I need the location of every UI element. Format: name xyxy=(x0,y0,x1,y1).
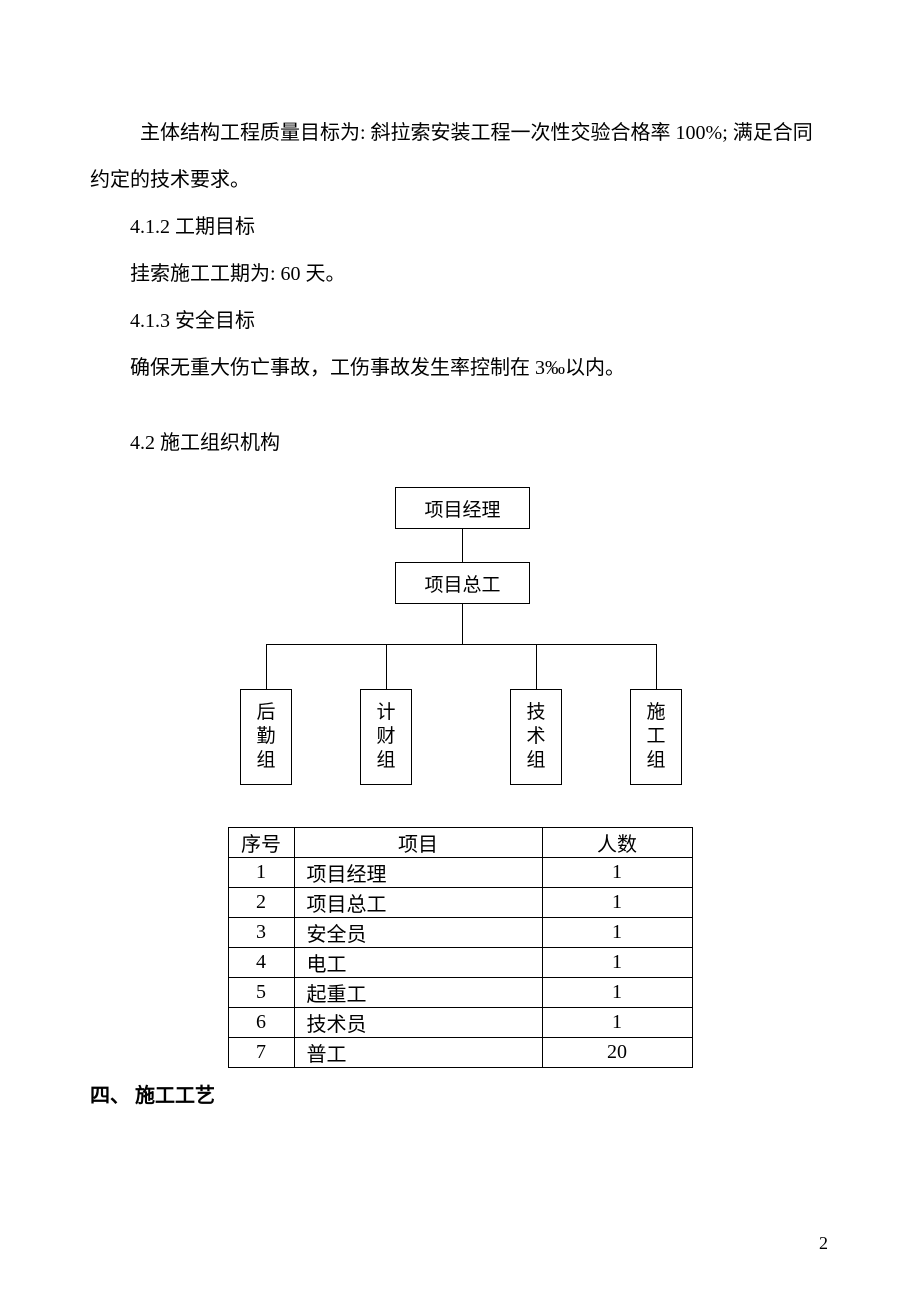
quality-goal-text: 主体结构工程质量目标为: 斜拉索安装工程一次性交验合格率 100%; 满足合同约… xyxy=(90,110,830,204)
org-chart-connector xyxy=(462,604,463,644)
page-number: 2 xyxy=(819,1233,828,1254)
table-row: 1 项目经理 1 xyxy=(228,858,692,888)
table-row: 3 安全员 1 xyxy=(228,918,692,948)
table-row: 4 电工 1 xyxy=(228,948,692,978)
org-chart-connector xyxy=(536,644,537,689)
org-chart: 项目经理 项目总工 后勤组 计财组 技术组 施工组 xyxy=(230,487,690,817)
table-header-row: 序号 项目 人数 xyxy=(228,828,692,858)
safety-goal-text: 确保无重大伤亡事故，工伤事故发生率控制在 3‰以内。 xyxy=(90,345,830,392)
table-row: 5 起重工 1 xyxy=(228,978,692,1008)
org-chart-connector xyxy=(386,644,387,689)
table-header-seq: 序号 xyxy=(228,828,294,858)
table-cell: 3 xyxy=(228,918,294,948)
duration-goal-text: 挂索施工工期为: 60 天。 xyxy=(90,251,830,298)
org-node-logistics: 后勤组 xyxy=(240,689,292,785)
heading-4-1-2: 4.1.2 工期目标 xyxy=(90,204,830,251)
table-header-item: 项目 xyxy=(294,828,542,858)
table-row: 2 项目总工 1 xyxy=(228,888,692,918)
table-cell: 1 xyxy=(542,948,692,978)
page-content: 主体结构工程质量目标为: 斜拉索安装工程一次性交验合格率 100%; 满足合同约… xyxy=(0,0,920,1178)
table-cell: 6 xyxy=(228,1008,294,1038)
table-cell: 1 xyxy=(542,858,692,888)
table-cell: 普工 xyxy=(294,1038,542,1068)
org-node-chief-engineer: 项目总工 xyxy=(395,562,530,604)
heading-section-4: 四、 施工工艺 xyxy=(90,1074,830,1118)
org-chart-connector xyxy=(266,644,657,645)
table-cell: 4 xyxy=(228,948,294,978)
table-cell: 电工 xyxy=(294,948,542,978)
table-cell: 1 xyxy=(228,858,294,888)
org-node-technical: 技术组 xyxy=(510,689,562,785)
table-cell: 1 xyxy=(542,1008,692,1038)
table-cell: 项目经理 xyxy=(294,858,542,888)
org-node-project-manager: 项目经理 xyxy=(395,487,530,529)
org-chart-connector xyxy=(462,529,463,562)
table-cell: 起重工 xyxy=(294,978,542,1008)
table-cell: 安全员 xyxy=(294,918,542,948)
table-header-count: 人数 xyxy=(542,828,692,858)
org-node-finance: 计财组 xyxy=(360,689,412,785)
table-row: 6 技术员 1 xyxy=(228,1008,692,1038)
org-chart-connector xyxy=(266,644,267,689)
table-cell: 5 xyxy=(228,978,294,1008)
table-cell: 1 xyxy=(542,978,692,1008)
org-node-construction: 施工组 xyxy=(630,689,682,785)
heading-4-1-3: 4.1.3 安全目标 xyxy=(90,298,830,345)
table-cell: 项目总工 xyxy=(294,888,542,918)
table-cell: 20 xyxy=(542,1038,692,1068)
table-cell: 1 xyxy=(542,888,692,918)
table-row: 7 普工 20 xyxy=(228,1038,692,1068)
table-cell: 7 xyxy=(228,1038,294,1068)
heading-4-2: 4.2 施工组织机构 xyxy=(90,420,830,467)
table-cell: 2 xyxy=(228,888,294,918)
staff-table: 序号 项目 人数 1 项目经理 1 2 项目总工 1 3 安全员 1 4 电工 … xyxy=(228,827,693,1068)
org-chart-connector xyxy=(656,644,657,689)
table-cell: 技术员 xyxy=(294,1008,542,1038)
table-cell: 1 xyxy=(542,918,692,948)
